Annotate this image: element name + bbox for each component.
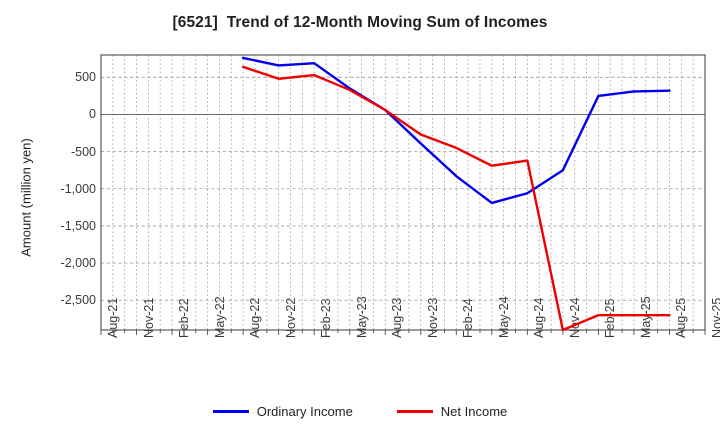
legend-swatch-icon <box>396 410 433 413</box>
series-line-ordinary-income <box>241 56 671 205</box>
legend-item-net-income[interactable]: Net Income <box>396 404 508 419</box>
y-tick-label: 0 <box>89 107 96 122</box>
legend-label: Net Income <box>440 404 508 419</box>
legend-item-ordinary-income[interactable]: Ordinary Income <box>212 404 353 419</box>
chart-legend: Ordinary Income Net Income <box>0 404 720 419</box>
legend-label: Ordinary Income <box>256 404 353 419</box>
y-axis-tick-labels: 500 0 -500 -1,000 -1,500 -2,000 -2,500 <box>38 0 96 440</box>
legend-swatch-icon <box>212 410 249 413</box>
y-tick-label: -1,000 <box>60 181 96 196</box>
y-tick-label: -2,500 <box>60 293 96 308</box>
chart-title: [6521] Trend of 12-Month Moving Sum of I… <box>172 14 548 31</box>
y-tick-label: -500 <box>70 144 96 159</box>
y-tick-label: -2,000 <box>60 256 96 271</box>
y-tick-label: -1,500 <box>60 218 96 233</box>
series-line-net-income <box>241 65 671 332</box>
y-tick-label: 500 <box>75 70 96 85</box>
